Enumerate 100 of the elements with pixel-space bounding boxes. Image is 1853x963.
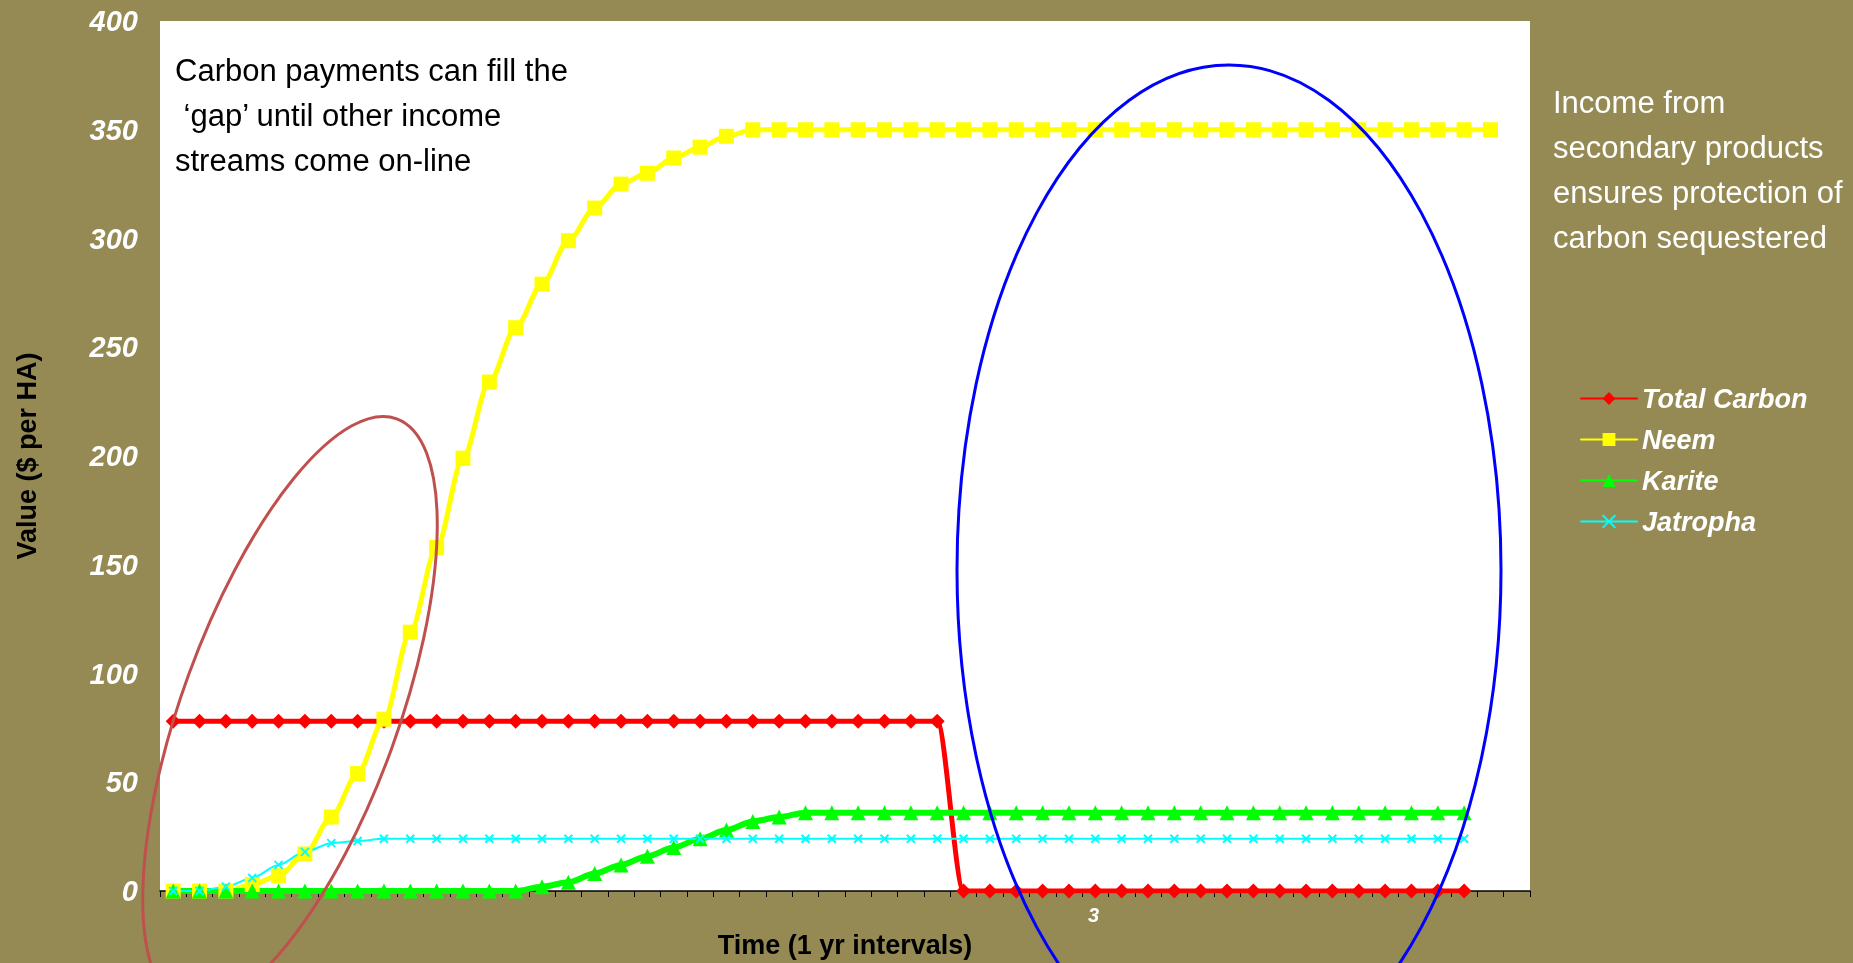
point — [666, 840, 682, 855]
point — [853, 833, 864, 844]
point — [1037, 833, 1048, 844]
point — [1274, 833, 1285, 844]
point — [929, 805, 945, 821]
point — [537, 833, 548, 844]
point — [560, 874, 576, 890]
point — [1324, 805, 1340, 821]
legend-label: Jatropha — [1642, 506, 1757, 537]
point — [534, 276, 550, 292]
text: 3 — [1088, 904, 1100, 926]
point — [1377, 122, 1393, 138]
point — [613, 176, 629, 192]
point — [484, 833, 495, 844]
point — [326, 838, 337, 849]
point — [1090, 833, 1101, 844]
point — [508, 713, 524, 729]
annotation: Carbon payments can fill the ‘gap’ until other income streams come on-line — [175, 53, 568, 178]
point — [350, 766, 366, 782]
point — [1222, 833, 1233, 844]
point — [613, 713, 629, 729]
point — [721, 833, 732, 844]
y-tick-label: 150 — [89, 548, 138, 581]
point — [718, 128, 734, 144]
y-tick-label: 50 — [105, 766, 138, 799]
point — [774, 833, 785, 844]
point — [1403, 122, 1419, 138]
point — [1245, 122, 1261, 138]
point — [376, 883, 392, 899]
point — [1456, 122, 1472, 138]
point — [271, 883, 287, 899]
point — [1114, 122, 1130, 138]
point — [1195, 833, 1206, 844]
point — [508, 883, 524, 899]
point — [218, 713, 234, 729]
legend-label: Total Carbon — [1642, 383, 1808, 414]
point — [745, 713, 761, 729]
point — [850, 713, 866, 729]
point — [1008, 805, 1024, 821]
point — [1380, 833, 1391, 844]
point — [481, 374, 497, 390]
point — [1035, 122, 1051, 138]
point — [1008, 122, 1024, 138]
point — [1298, 805, 1314, 821]
point — [402, 624, 418, 640]
point — [431, 833, 442, 844]
point — [1432, 833, 1443, 844]
legend-label: Neem — [1642, 424, 1716, 455]
point — [824, 713, 840, 729]
point — [323, 713, 339, 729]
point — [378, 833, 389, 844]
point — [587, 866, 603, 882]
point — [771, 713, 787, 729]
point — [877, 805, 893, 821]
point — [560, 233, 576, 249]
point — [402, 713, 418, 729]
point — [747, 833, 758, 844]
point — [903, 122, 919, 138]
point — [534, 879, 550, 895]
point — [956, 805, 972, 821]
point — [826, 833, 837, 844]
point — [1482, 122, 1498, 138]
point — [352, 835, 363, 846]
point — [273, 859, 284, 870]
point — [905, 833, 916, 844]
point — [800, 833, 811, 844]
point — [510, 833, 521, 844]
point — [903, 805, 919, 821]
point — [481, 713, 497, 729]
point — [1061, 883, 1077, 899]
point — [563, 833, 574, 844]
point — [1351, 805, 1367, 821]
point — [932, 833, 943, 844]
point — [1061, 805, 1077, 821]
point — [323, 883, 339, 899]
point — [613, 857, 629, 873]
point — [350, 883, 366, 899]
point — [587, 200, 603, 216]
point — [956, 122, 972, 138]
point — [850, 122, 866, 138]
point — [771, 122, 787, 138]
point — [1061, 122, 1077, 138]
point — [1035, 805, 1051, 821]
y-tick-label: 300 — [89, 222, 138, 255]
point — [929, 713, 945, 729]
point — [1272, 122, 1288, 138]
point — [929, 122, 945, 138]
point — [1324, 122, 1340, 138]
point — [1327, 833, 1338, 844]
point — [297, 883, 313, 899]
legend-label: Karite — [1642, 465, 1719, 496]
y-axis-title: Value ($ per HA) — [11, 352, 42, 560]
point — [1219, 805, 1235, 821]
y-tick-label: 0 — [121, 875, 138, 907]
point — [589, 833, 600, 844]
point — [1430, 805, 1446, 821]
point — [1219, 883, 1235, 899]
y-tick-label: 100 — [89, 657, 138, 690]
point — [1272, 805, 1288, 821]
point — [1353, 833, 1364, 844]
